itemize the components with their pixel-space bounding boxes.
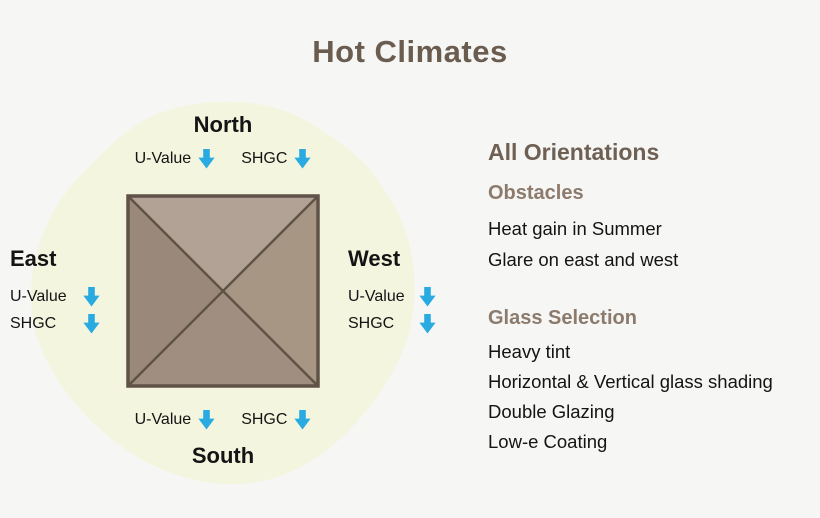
east-label: East [10, 246, 57, 271]
u-value-label: U-Value [134, 411, 192, 428]
down-arrow-icon [294, 410, 312, 430]
west-group: West U-Value SHGC [348, 246, 436, 341]
south-u-value-metric: U-Value [135, 410, 216, 430]
east-triangle [128, 196, 223, 386]
u-value-label: U-Value [348, 288, 405, 306]
glass-selection-item: Double Glazing [488, 401, 615, 422]
north-shgc-metric: SHGC [241, 149, 312, 169]
down-arrow-icon [83, 287, 100, 307]
shgc-label: SHGC [241, 150, 288, 167]
north-metrics: U-Value SHGC [126, 149, 320, 169]
west-shgc-metric: SHGC [348, 314, 436, 334]
west-triangle [223, 196, 318, 386]
south-metrics: U-Value SHGC [126, 410, 320, 430]
south-shgc-metric: SHGC [241, 410, 312, 430]
north-label: North [193, 112, 253, 137]
shgc-label: SHGC [241, 411, 288, 428]
north-u-value-metric: U-Value [135, 149, 216, 169]
u-value-label: U-Value [10, 288, 67, 306]
compass-square [126, 194, 320, 388]
down-arrow-icon [294, 149, 312, 169]
down-arrow-icon [198, 410, 215, 430]
glass-selection-item: Low-e Coating [488, 431, 608, 452]
north-triangle [128, 196, 318, 291]
glass-selection-item: Horizontal & Vertical glass shading [488, 371, 773, 392]
obstacle-item: Heat gain in Summer [488, 218, 662, 239]
down-arrow-icon [419, 287, 436, 307]
east-group: East U-Value SHGC [10, 246, 100, 341]
page-title: Hot Climates [312, 34, 508, 69]
west-label: West [348, 246, 401, 271]
glass-selection-item: Heavy tint [488, 341, 571, 362]
south-label: South [191, 443, 255, 468]
glass-selection-section-title: Glass Selection [488, 307, 637, 329]
down-arrow-icon [198, 149, 215, 169]
east-shgc-metric: SHGC [10, 314, 100, 334]
all-orientations-heading: All Orientations [488, 139, 660, 165]
obstacles-section-title: Obstacles [488, 182, 584, 204]
diagonal-line [127, 195, 319, 387]
down-arrow-icon [83, 314, 100, 334]
u-value-label: U-Value [134, 150, 192, 167]
obstacle-item: Glare on east and west [488, 249, 679, 270]
south-triangle [128, 291, 318, 386]
shgc-label: SHGC [348, 315, 395, 333]
square-border [126, 194, 320, 388]
west-u-value-metric: U-Value [348, 287, 436, 307]
east-u-value-metric: U-Value [10, 287, 100, 307]
down-arrow-icon [419, 314, 436, 334]
shgc-label: SHGC [10, 315, 57, 333]
